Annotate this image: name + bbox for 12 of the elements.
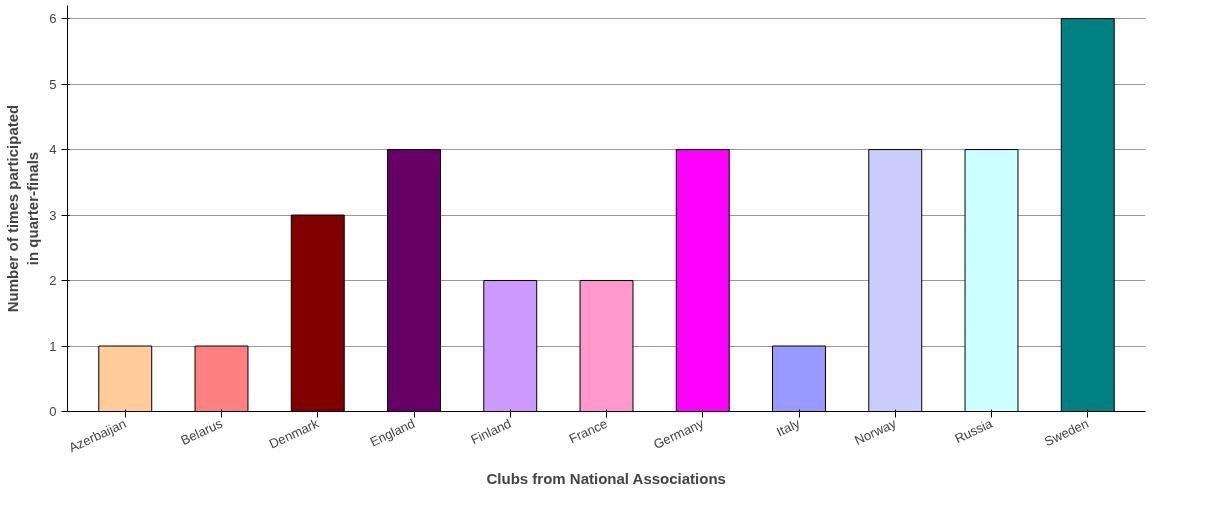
y-tick-label: 2 bbox=[49, 273, 57, 289]
y-tick-label: 3 bbox=[49, 207, 57, 223]
x-axis-title: Clubs from National Associations bbox=[486, 470, 726, 488]
y-tick-label: 0 bbox=[49, 404, 57, 419]
x-tick-label: Italy bbox=[774, 415, 803, 440]
y-tick-label: 1 bbox=[49, 338, 57, 354]
x-tick-label: France bbox=[566, 415, 610, 447]
y-tick-label: 6 bbox=[49, 11, 57, 27]
x-tick-label: Russia bbox=[952, 415, 996, 447]
y-tick-label: 4 bbox=[49, 142, 57, 158]
y-tick-label: 5 bbox=[49, 76, 57, 92]
y-axis-title: Number of times participated in quarter-finals bbox=[3, 104, 42, 313]
